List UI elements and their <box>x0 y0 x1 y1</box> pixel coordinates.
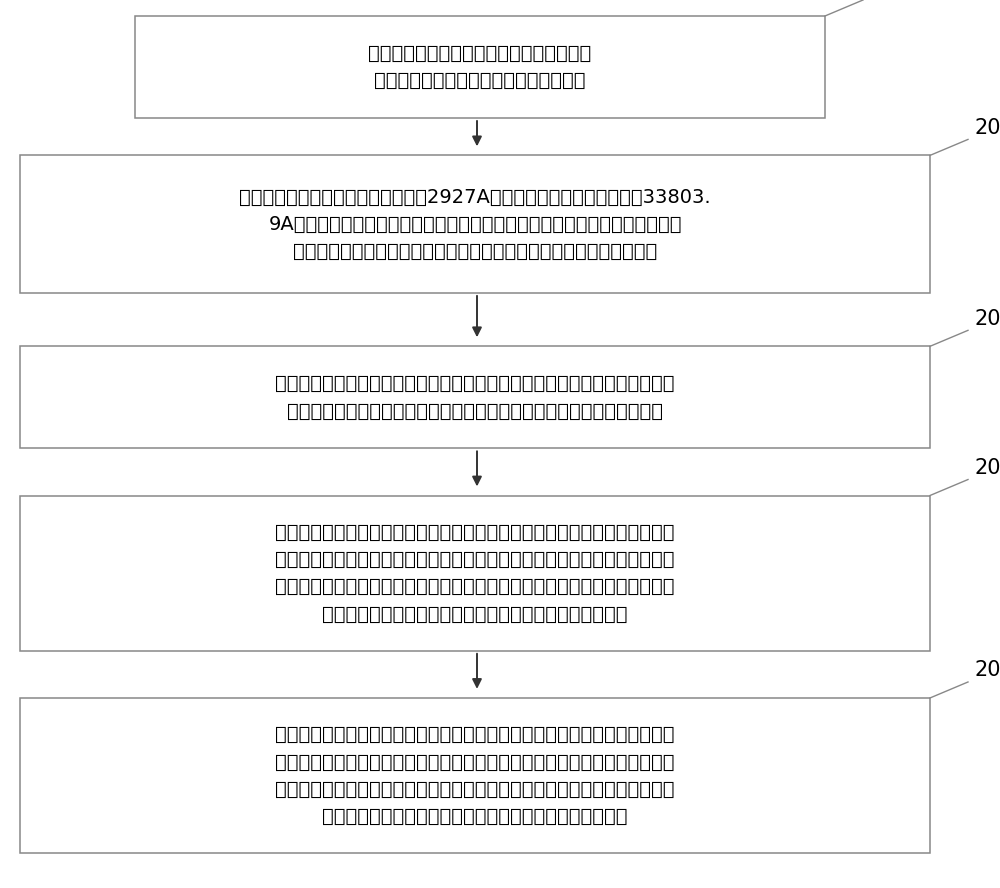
Text: 在将中压绕组开路，对高压绕组施加2927A的短路电流并对低压绕组施加33803.
9A的短路电流后，计算变压器模型的每个分区绕组受到的合力，得到高压绕组
受到的: 在将中压绕组开路，对高压绕组施加2927A的短路电流并对低压绕组施加33803.… <box>239 187 711 261</box>
Text: 在将中压绕组短路和将低压绕组开路后，对高压绕组施加预置第一短路电流，
并对短路后的中压绕组施加预置第二短路电流，得到高压绕组的顶端线圈的瞬
态受力情况、高压绕组: 在将中压绕组短路和将低压绕组开路后，对高压绕组施加预置第一短路电流， 并对短路后… <box>275 523 675 623</box>
Text: 在将中压绕组开路和将低压绕组短路后，对高压绕组施加预置第三短路电流，
并对短路后的低压绕组施加预置第四短路电流，得到高压绕组的顶端线圈的瞬
态受力情况、高压绕组: 在将中压绕组开路和将低压绕组短路后，对高压绕组施加预置第三短路电流， 并对短路后… <box>275 725 675 826</box>
FancyBboxPatch shape <box>20 155 930 293</box>
Text: 202: 202 <box>974 117 1000 138</box>
Text: 建立变压器模型，将变压器模型的高压绕组
、中压绕组、低压绕组均等分为十个分区: 建立变压器模型，将变压器模型的高压绕组 、中压绕组、低压绕组均等分为十个分区 <box>368 44 592 91</box>
FancyBboxPatch shape <box>20 496 930 651</box>
FancyBboxPatch shape <box>20 698 930 853</box>
Text: 205: 205 <box>974 660 1000 680</box>
Text: 203: 203 <box>974 308 1000 329</box>
Text: 204: 204 <box>974 457 1000 478</box>
FancyBboxPatch shape <box>20 346 930 448</box>
Text: 对高压绕组、中压绕组、低压绕组的顶端建立一匝线圈，并对高压绕组、中压
绕组、低压绕组的第七分区建立一匝线圈，得到建立线圈后的变压器模型: 对高压绕组、中压绕组、低压绕组的顶端建立一匝线圈，并对高压绕组、中压 绕组、低压… <box>275 374 675 421</box>
FancyBboxPatch shape <box>135 16 825 118</box>
